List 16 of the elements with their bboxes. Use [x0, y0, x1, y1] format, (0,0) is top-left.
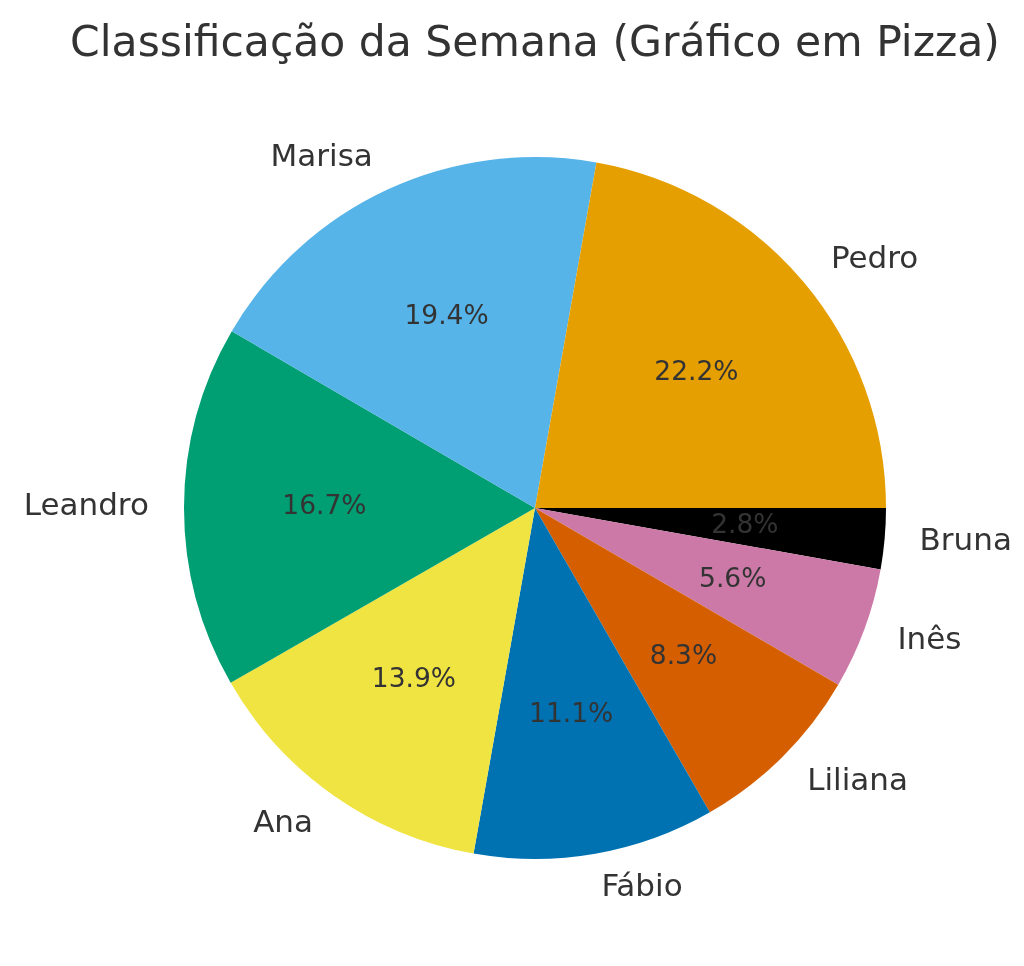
data-label: 16.7%: [282, 489, 367, 521]
slice-label: Bruna: [919, 520, 1012, 557]
data-label: 19.4%: [404, 298, 489, 330]
slice-label: Pedro: [830, 239, 919, 276]
data-label: 22.2%: [654, 354, 739, 386]
slice-label: Ana: [253, 802, 313, 839]
data-label: 11.1%: [529, 697, 614, 729]
chart-title: Classificação da Semana (Gráfico em Pizza): [70, 17, 1000, 67]
slice-label: Inês: [897, 620, 962, 657]
data-label: 5.6%: [699, 562, 767, 594]
slice-label: Marisa: [270, 136, 373, 173]
slice-label: Fábio: [601, 867, 683, 904]
data-label: 8.3%: [649, 639, 718, 671]
slice-label: Liliana: [807, 760, 908, 797]
data-label: 13.9%: [371, 662, 456, 694]
slice-label: Leandro: [23, 485, 149, 522]
